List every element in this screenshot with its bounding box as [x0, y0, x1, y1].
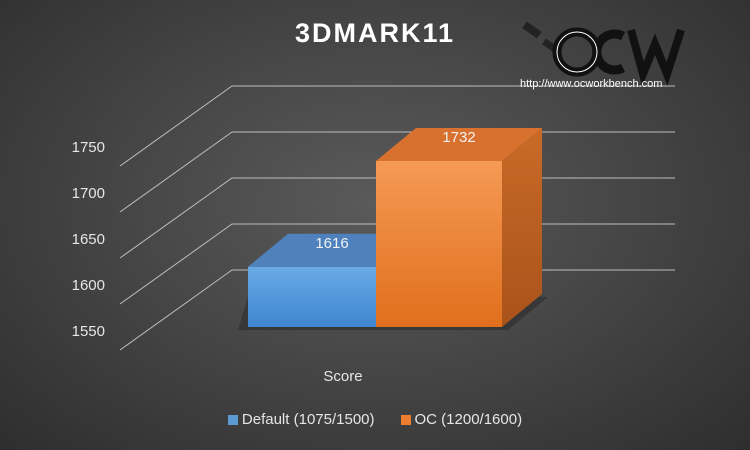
bar-oc-side [502, 128, 542, 327]
legend-swatch-oc [400, 414, 411, 425]
bar-oc-front [376, 161, 502, 327]
ocw-logo [522, 22, 685, 87]
bar-default [248, 233, 416, 327]
y-tick-label: 1750 [72, 139, 105, 156]
gridline [119, 85, 675, 167]
data-labels: 1616 1732 [315, 129, 475, 252]
y-tick-label: 1600 [72, 277, 105, 294]
legend-item-oc: OC (1200/1600) [400, 411, 523, 428]
logo-url-text: http://www.ocworkbench.com [520, 78, 663, 90]
legend-swatch-default [227, 414, 238, 425]
bar-oc-top [376, 128, 542, 161]
bars [238, 128, 548, 330]
legend: Default (1075/1500) OC (1200/1600) [0, 411, 750, 428]
x-category-label: Score [323, 368, 362, 385]
legend-label-oc: OC (1200/1600) [414, 411, 523, 428]
legend-item-default: Default (1075/1500) [227, 411, 375, 428]
bar-default-front [248, 266, 376, 327]
y-tick-label: 1650 [72, 231, 105, 248]
bar-default-top [248, 233, 416, 267]
ocw-logo-letters [552, 27, 685, 87]
y-tick-label: 1550 [72, 323, 105, 340]
satellite-icon [522, 22, 558, 53]
y-tick-label: 1700 [72, 185, 105, 202]
bar-oc [376, 128, 542, 327]
chart-title: 3DMARK11 [294, 18, 456, 48]
legend-label-default: Default (1075/1500) [241, 411, 375, 428]
y-axis-ticks: 1550 1600 1650 1700 1750 [72, 139, 105, 340]
data-label: 1616 [315, 235, 348, 252]
data-label: 1732 [442, 129, 475, 146]
